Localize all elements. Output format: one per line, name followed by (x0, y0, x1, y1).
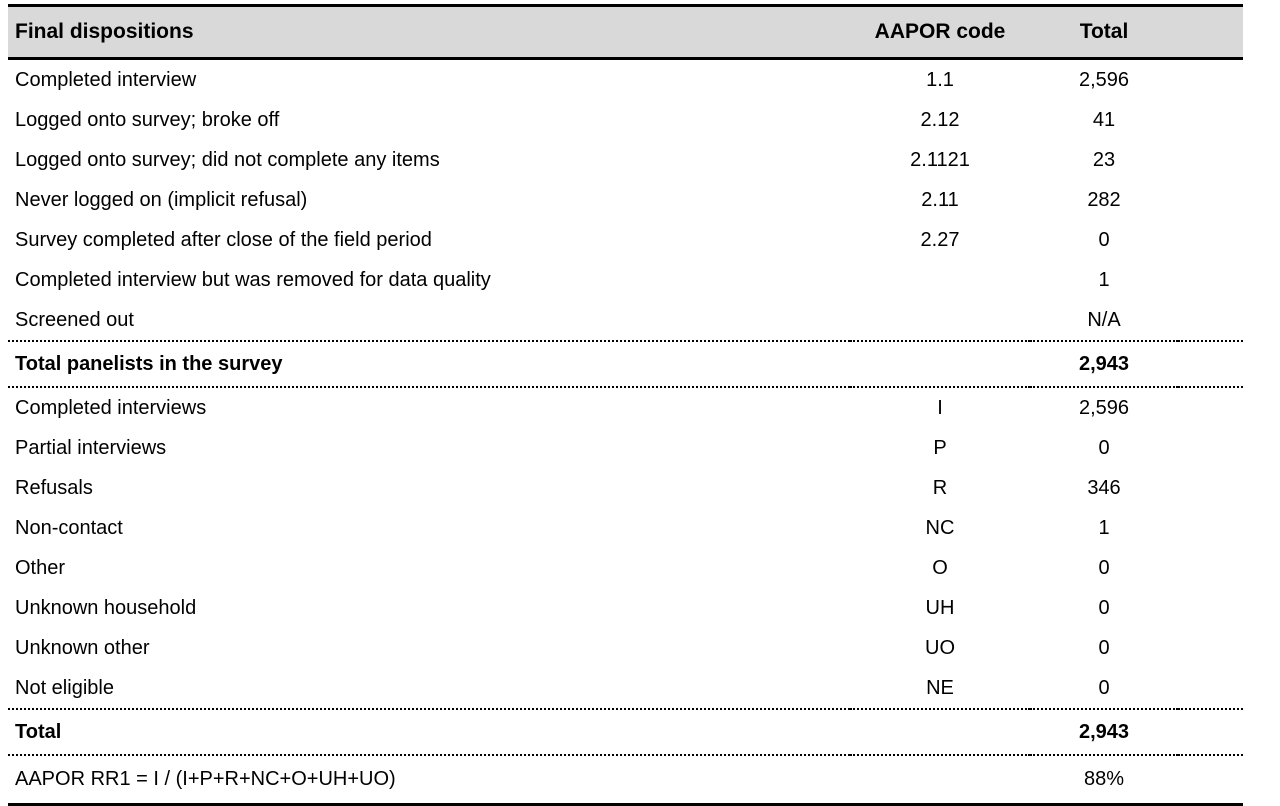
total-panelists-row: Total panelists in the survey 2,943 (8, 340, 1243, 388)
cell-label: Logged onto survey; did not complete any… (15, 148, 440, 171)
cell-spacer (1178, 100, 1243, 140)
cell-label: Non-contact (15, 516, 123, 539)
cell-code: NC (925, 516, 955, 539)
cell-total: 0 (1098, 436, 1110, 459)
cell-spacer (1178, 755, 1243, 806)
cell-label: Completed interview (15, 68, 197, 91)
cell-spacer (1178, 387, 1243, 428)
table-row: Partial interviews P 0 (8, 428, 1243, 468)
cell-code: R (932, 476, 948, 499)
cell-spacer (1178, 140, 1243, 180)
cell-total: 0 (1098, 596, 1110, 619)
cell-code: 2.12 (920, 108, 960, 131)
cell-spacer (1178, 708, 1243, 756)
cell-code (850, 755, 1030, 806)
cell-label: Completed interview but was removed for … (15, 268, 491, 291)
cell-label: Partial interviews (15, 436, 167, 459)
cell-total: 2,943 (1030, 708, 1178, 756)
cell-code (850, 340, 1030, 388)
table-row: Unknown household UH 0 (8, 588, 1243, 628)
cell-total: 23 (1092, 148, 1116, 171)
cell-code: O (932, 556, 948, 579)
cell-label: Not eligible (15, 676, 114, 699)
table-row: Logged onto survey; broke off 2.12 41 (8, 100, 1243, 140)
cell-label: Unknown household (15, 596, 197, 619)
cell-code (850, 708, 1030, 756)
header-aapor-code: AAPOR code (850, 4, 1030, 60)
aapor-rr1-row: AAPOR RR1 = I / (I+P+R+NC+O+UH+UO) 88% (8, 755, 1243, 806)
cell-spacer (1178, 428, 1243, 468)
table-row: Never logged on (implicit refusal) 2.11 28… (8, 180, 1243, 220)
cell-spacer (1178, 468, 1243, 508)
table-row: Refusals R 346 (8, 468, 1243, 508)
cell-total: 2,596 (1078, 396, 1130, 419)
cell-label: Unknown other (15, 636, 150, 659)
cell-label: AAPOR RR1 = I / (I+P+R+NC+O+UH+UO) (8, 755, 850, 806)
cell-label: Total (8, 708, 850, 756)
cell-spacer (1178, 180, 1243, 220)
cell-spacer (1178, 220, 1243, 260)
final-dispositions-table: Final dispositions AAPOR code Total Comp… (8, 4, 1243, 806)
cell-code: NE (926, 676, 954, 699)
cell-total: 0 (1098, 228, 1110, 251)
table-row: Completed interview but was removed for … (8, 260, 1243, 300)
cell-total: 0 (1098, 676, 1110, 699)
cell-spacer (1178, 548, 1243, 588)
cell-label: Logged onto survey; broke off (15, 108, 280, 131)
table-body: Completed interview 1.1 2,596 Logged onto s… (8, 59, 1243, 806)
cell-spacer (1178, 59, 1243, 101)
header-final-dispositions: Final dispositions (8, 4, 850, 60)
cell-label: Completed interviews (15, 396, 207, 419)
cell-total: 282 (1087, 188, 1121, 211)
cell-total: 0 (1098, 636, 1110, 659)
cell-total: 1 (1098, 268, 1110, 291)
cell-total: 2,596 (1078, 68, 1130, 91)
table-row: Logged onto survey; did not complete any… (8, 140, 1243, 180)
cell-label: Refusals (15, 476, 93, 499)
table-row: Completed interviews I 2,596 (8, 387, 1243, 428)
table-row: Screened out N/A (8, 300, 1243, 341)
cell-label: Other (15, 556, 66, 579)
cell-code: UH (925, 596, 955, 619)
cell-label: Never logged on (implicit refusal) (15, 188, 308, 211)
cell-code: 2.1121 (910, 148, 970, 171)
cell-label: Survey completed after close of the fiel… (15, 228, 432, 251)
table-row: Completed interview 1.1 2,596 (8, 59, 1243, 101)
cell-total: 2,943 (1030, 340, 1178, 388)
header-spacer (1178, 4, 1243, 60)
cell-spacer (1178, 668, 1243, 709)
cell-code: 1.1 (926, 68, 954, 91)
table-row: Not eligible NE 0 (8, 668, 1243, 709)
cell-total: 88% (1030, 755, 1178, 806)
cell-total: 1 (1098, 516, 1110, 539)
cell-code (850, 300, 1030, 341)
cell-code (850, 260, 1030, 300)
table-row: Other O 0 (8, 548, 1243, 588)
table-row: Non-contact NC 1 (8, 508, 1243, 548)
cell-total: 41 (1092, 108, 1116, 131)
table-header: Final dispositions AAPOR code Total (8, 4, 1243, 60)
cell-spacer (1178, 508, 1243, 548)
table-row: Survey completed after close of the fiel… (8, 220, 1243, 260)
cell-total: N/A (1087, 308, 1121, 331)
cell-spacer (1178, 300, 1243, 341)
cell-code: I (937, 396, 943, 419)
cell-code: P (933, 436, 947, 459)
cell-label: Total panelists in the survey (8, 340, 850, 388)
cell-total: 346 (1087, 476, 1121, 499)
header-total: Total (1030, 4, 1178, 60)
cell-spacer (1178, 340, 1243, 388)
header-row: Final dispositions AAPOR code Total (8, 4, 1243, 60)
total-row: Total 2,943 (8, 708, 1243, 756)
cell-code: UO (925, 636, 955, 659)
cell-total: 0 (1098, 556, 1110, 579)
cell-label: Screened out (15, 308, 134, 331)
cell-spacer (1178, 260, 1243, 300)
cell-spacer (1178, 588, 1243, 628)
cell-spacer (1178, 628, 1243, 668)
cell-code: 2.27 (920, 228, 960, 251)
page: Final dispositions AAPOR code Total Comp… (0, 4, 1280, 806)
table-row: Unknown other UO 0 (8, 628, 1243, 668)
cell-code: 2.11 (921, 188, 959, 211)
